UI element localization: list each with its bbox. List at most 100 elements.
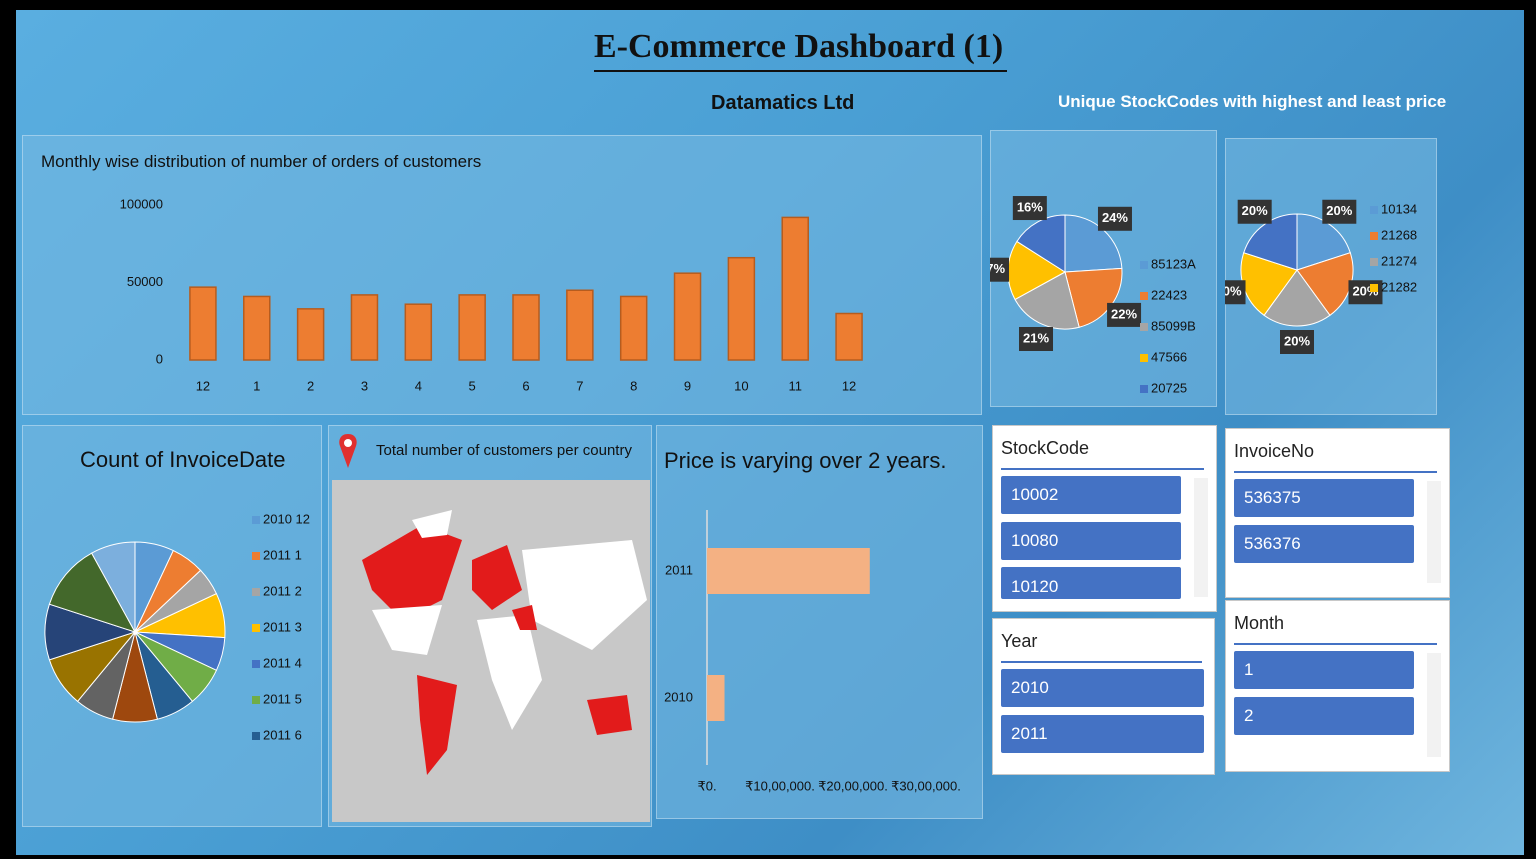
bar xyxy=(619,295,648,361)
bar xyxy=(404,303,433,361)
legend-label: 2011 5 xyxy=(263,691,302,706)
label-box xyxy=(1322,199,1357,224)
dashboard-title: E-Commerce Dashboard (1) xyxy=(594,28,1008,72)
data-label: 20% xyxy=(1326,203,1352,218)
bar xyxy=(512,294,540,361)
legend-label: 47566 xyxy=(1151,349,1187,364)
x-tick-label: ₹30,00,000. xyxy=(891,778,961,793)
pie-slice xyxy=(48,552,137,633)
legend-swatch xyxy=(1140,385,1148,393)
legend-swatch xyxy=(252,696,260,704)
y-tick-label: 50000 xyxy=(127,274,163,289)
slicer-item[interactable]: 2 xyxy=(1234,697,1414,735)
x-tick-label: 12 xyxy=(842,378,856,393)
scrollbar[interactable] xyxy=(1427,481,1441,583)
legend-swatch xyxy=(1140,292,1148,300)
pie-slice xyxy=(1016,214,1066,273)
pie-chart: 2010 12 2011 1 2011 2 2011 3 2011 4 2011 5 201… xyxy=(44,511,310,742)
y-tick-label: 100000 xyxy=(120,196,163,211)
legend-label: 21268 xyxy=(1381,227,1417,242)
bar xyxy=(350,294,379,361)
slicer-item[interactable]: 2011 xyxy=(1001,715,1204,753)
bar-panel xyxy=(22,135,982,415)
divider xyxy=(1234,471,1437,473)
pie-slice xyxy=(1263,269,1331,327)
legend-swatch xyxy=(1140,261,1148,269)
data-label: 20% xyxy=(1225,284,1242,299)
subtitle: Datamatics Ltd xyxy=(711,92,855,114)
pin-icon xyxy=(339,434,357,468)
x-tick-label: 9 xyxy=(684,378,691,393)
hbar-chart: ₹0. ₹10,00,000. ₹20,00,000. ₹30,00,000. 2011… xyxy=(664,510,961,793)
slicer: Year 2010 2011 xyxy=(992,618,1215,775)
legend-label: 2011 2 xyxy=(263,583,302,598)
y-tick-label: 2011 xyxy=(665,562,693,577)
bar xyxy=(707,548,870,594)
slicer-item[interactable]: 10080 xyxy=(1001,522,1181,560)
hbar-title: Price is varying over 2 years. xyxy=(664,448,947,473)
slicer-item[interactable]: 10002 xyxy=(1001,476,1181,514)
legend-label: 21282 xyxy=(1381,279,1417,294)
legend-swatch xyxy=(252,624,260,632)
bar-title: Monthly wise distribution of number of o… xyxy=(41,152,482,171)
legend-label: 2011 1 xyxy=(263,547,302,562)
label-box xyxy=(1225,280,1246,305)
bar xyxy=(458,294,486,361)
legend-label: 85099B xyxy=(1151,318,1196,333)
bar xyxy=(243,295,271,361)
x-tick-label: 10 xyxy=(734,378,748,393)
bar xyxy=(835,312,863,361)
label-box xyxy=(1019,326,1054,351)
bar xyxy=(727,256,756,361)
label-box xyxy=(990,257,1010,282)
legend-swatch xyxy=(1140,323,1148,331)
legend-swatch xyxy=(1370,258,1378,266)
legend-swatch xyxy=(1370,284,1378,292)
scrollbar[interactable] xyxy=(1194,478,1208,597)
data-label: 22% xyxy=(1111,306,1137,321)
x-tick-label: 6 xyxy=(522,378,529,393)
legend-label: 2010 12 xyxy=(263,511,310,526)
bar xyxy=(781,216,809,361)
legend-label: 2011 3 xyxy=(263,619,302,634)
slicer-title: Year xyxy=(1001,631,1038,651)
x-tick-label: 5 xyxy=(469,378,476,393)
legend-label: 20725 xyxy=(1151,380,1187,395)
pie-title: Count of InvoiceDate xyxy=(80,447,286,472)
pie-chart: 24% 85123A 22% 22423 21% 85099B 17% 47566 16% 207… xyxy=(990,196,1196,395)
slicer-item[interactable]: 10120 xyxy=(1001,567,1181,599)
data-label: 20% xyxy=(1284,333,1310,348)
x-tick-label: 4 xyxy=(415,378,422,393)
divider xyxy=(1001,661,1202,663)
x-tick-label: 1 xyxy=(253,378,260,393)
x-tick-label: 7 xyxy=(576,378,583,393)
pie-slice xyxy=(1296,213,1351,271)
legend-label: 2011 6 xyxy=(263,727,302,742)
legend-swatch xyxy=(252,552,260,560)
legend-label: 21274 xyxy=(1381,253,1417,268)
label-box xyxy=(1237,199,1272,224)
slicer-title: StockCode xyxy=(1001,438,1090,458)
legend-label: 2011 4 xyxy=(263,655,302,670)
label-box xyxy=(1097,206,1132,231)
x-tick-label: 8 xyxy=(630,378,637,393)
divider xyxy=(1234,643,1437,645)
bar xyxy=(296,308,325,361)
slicer: Month 1 2 xyxy=(1225,600,1450,772)
pie-slice xyxy=(1014,271,1080,330)
scrollbar[interactable] xyxy=(1427,653,1441,757)
slicer-title: Month xyxy=(1234,613,1285,633)
slicer: InvoiceNo 536375 536376 xyxy=(1225,428,1450,598)
map-title: Total number of customers per country xyxy=(376,442,632,459)
legend-label: 85123A xyxy=(1151,256,1196,271)
bar xyxy=(707,675,725,721)
legend-swatch xyxy=(252,588,260,596)
slicer-item[interactable]: 536375 xyxy=(1234,479,1414,517)
data-label: 24% xyxy=(1102,210,1128,225)
divider xyxy=(1001,468,1204,470)
slicer-item[interactable]: 536376 xyxy=(1234,525,1414,563)
slicer-item[interactable]: 2010 xyxy=(1001,669,1204,707)
slicer-item[interactable]: 1 xyxy=(1234,651,1414,689)
data-label: 21% xyxy=(1023,330,1049,345)
